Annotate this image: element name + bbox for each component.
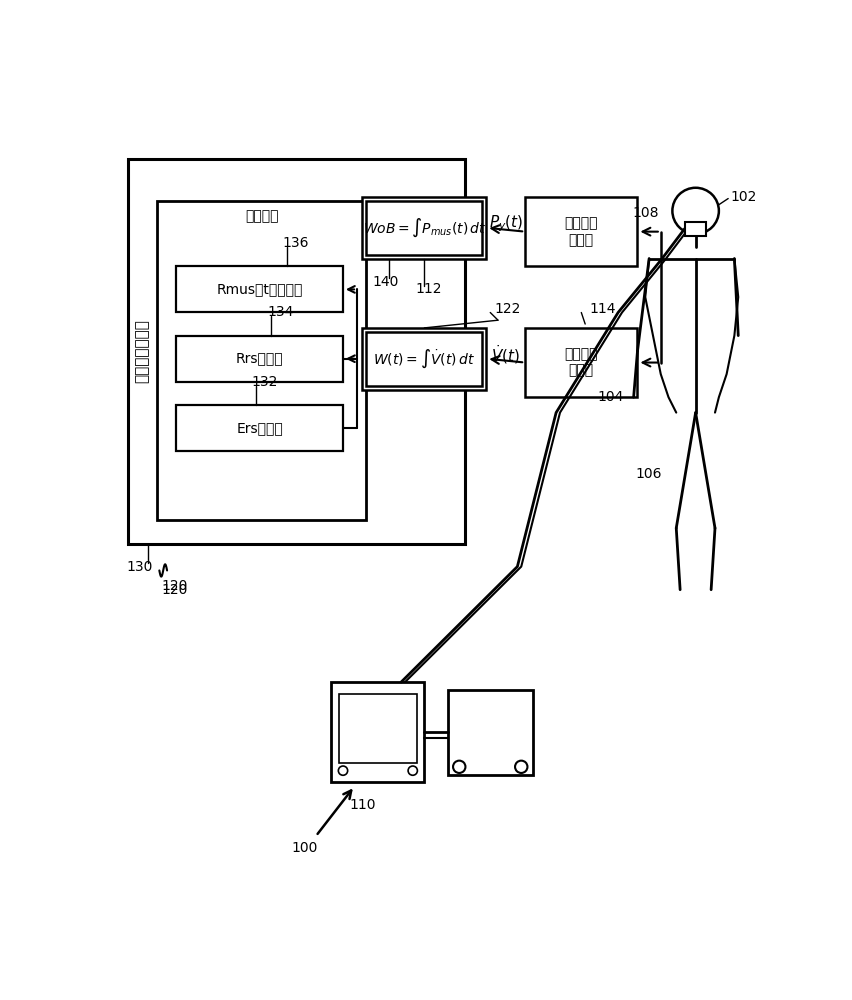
Text: $WoB = \int P_{mus}(t)\,dt$: $WoB = \int P_{mus}(t)\,dt$ bbox=[362, 217, 486, 239]
Bar bbox=[366, 201, 482, 255]
Text: $W(t) = \int \dot{V}(t)\,dt$: $W(t) = \int \dot{V}(t)\,dt$ bbox=[373, 348, 475, 370]
Text: 108: 108 bbox=[632, 206, 659, 220]
Text: 气道压力
传感器: 气道压力 传感器 bbox=[564, 217, 597, 247]
Text: 104: 104 bbox=[596, 390, 623, 404]
Text: $P_y(t)$: $P_y(t)$ bbox=[488, 214, 522, 234]
Bar bbox=[362, 328, 486, 389]
Text: 120: 120 bbox=[161, 583, 187, 597]
Text: Rrs估计器: Rrs估计器 bbox=[236, 352, 283, 366]
Bar bbox=[366, 332, 482, 386]
Bar bbox=[157, 201, 366, 520]
Bar bbox=[176, 336, 343, 382]
Text: 130: 130 bbox=[127, 560, 153, 574]
Text: 136: 136 bbox=[283, 236, 309, 250]
Text: 122: 122 bbox=[493, 302, 520, 316]
Text: 102: 102 bbox=[729, 190, 756, 204]
Text: 时间窗口: 时间窗口 bbox=[245, 209, 278, 223]
Text: 140: 140 bbox=[372, 275, 399, 289]
Text: Rmus（t）估计器: Rmus（t）估计器 bbox=[216, 282, 302, 296]
Text: 132: 132 bbox=[251, 375, 278, 389]
Text: 呼吸系统分析器: 呼吸系统分析器 bbox=[135, 319, 150, 383]
Text: 110: 110 bbox=[348, 798, 375, 812]
Text: Ers估计器: Ers估计器 bbox=[236, 421, 283, 435]
Bar bbox=[362, 197, 486, 259]
Bar bbox=[525, 328, 636, 397]
Text: 120: 120 bbox=[161, 579, 187, 593]
Bar bbox=[176, 405, 343, 451]
Bar bbox=[447, 690, 532, 775]
Bar bbox=[128, 158, 465, 544]
Text: 112: 112 bbox=[415, 282, 441, 296]
Text: 106: 106 bbox=[635, 467, 662, 481]
Text: 114: 114 bbox=[589, 302, 615, 316]
Bar bbox=[684, 222, 705, 235]
Text: 100: 100 bbox=[291, 841, 317, 855]
Bar bbox=[339, 694, 416, 763]
Text: 空气流量
传感器: 空气流量 传感器 bbox=[564, 347, 597, 378]
Bar bbox=[525, 197, 636, 266]
Text: 134: 134 bbox=[268, 306, 293, 320]
Text: $\dot{V}(t)$: $\dot{V}(t)$ bbox=[491, 343, 520, 366]
Bar bbox=[176, 266, 343, 312]
Bar bbox=[331, 682, 424, 782]
